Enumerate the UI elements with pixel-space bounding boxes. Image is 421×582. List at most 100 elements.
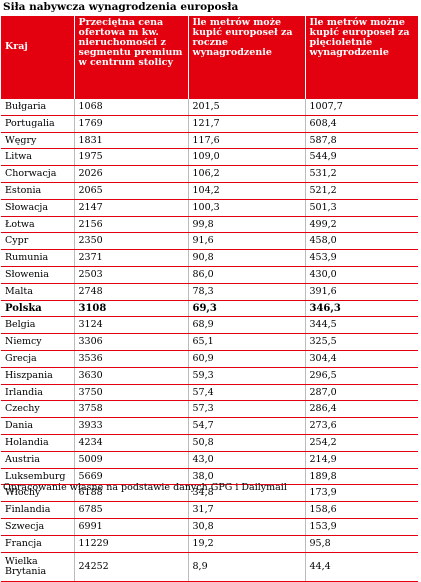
cell-annual-meters: 117,6 [188,132,306,150]
cell-country: Grecja [1,350,75,368]
cell-price: 3124 [74,316,189,335]
cell-five-year-meters: 346,3 [305,300,418,318]
cell-country: Słowenia [1,266,75,284]
cell-annual-meters: 31,7 [188,501,306,519]
table-row: Cypr 2350 91,6 458,0 [1,232,418,251]
cell-country: Niemcy [1,333,75,351]
cell-five-year-meters: 44,4 [305,552,418,582]
cell-country: Chorwacja [1,165,75,183]
table-row: Litwa 1975 109,0 544,9 [1,148,418,167]
table-row: Czechy 3758 57,3 286,4 [1,400,418,419]
table-header: Kraj Przeciętna cena ofertowa m kw. nier… [1,16,418,99]
cell-price: 2026 [74,165,189,183]
cell-price: 2065 [74,182,189,200]
cell-annual-meters: 19,2 [188,535,306,553]
table-row: Austria 5009 43,0 214,9 [1,451,418,469]
cell-annual-meters: 99,8 [188,216,306,234]
cell-five-year-meters: 453,9 [305,249,418,267]
cell-five-year-meters: 521,2 [305,182,418,200]
cell-annual-meters: 86,0 [188,266,306,284]
cell-five-year-meters: 430,0 [305,266,418,284]
cell-five-year-meters: 391,6 [305,283,418,301]
header-country: Kraj [1,16,75,99]
source-note: Opracowanie własne na podstawie danych G… [3,482,287,493]
cell-price: 2503 [74,266,189,284]
cell-five-year-meters: 304,4 [305,350,418,368]
cell-price: 11229 [74,535,189,553]
cell-five-year-meters: 173,9 [305,484,418,503]
cell-five-year-meters: 287,0 [305,384,418,402]
cell-five-year-meters: 1007,7 [305,99,418,116]
cell-annual-meters: 68,9 [188,316,306,335]
cell-annual-meters: 8,9 [188,552,306,582]
cell-country: Łotwa [1,216,75,234]
cell-five-year-meters: 325,5 [305,333,418,351]
cell-annual-meters: 100,3 [188,199,306,217]
table-row: Dania 3933 54,7 273,6 [1,417,418,435]
cell-country: Belgia [1,316,75,335]
cell-five-year-meters: 587,8 [305,132,418,150]
cell-price: 1769 [74,115,189,133]
table-row: Estonia 2065 104,2 521,2 [1,182,418,200]
cell-five-year-meters: 95,8 [305,535,418,553]
cell-price: 2371 [74,249,189,267]
cell-price: 1975 [74,148,189,167]
cell-annual-meters: 30,8 [188,518,306,536]
header-annual-meters: Ile metrów może kupić europoseł za roczn… [188,16,306,99]
cell-price: 4234 [74,434,189,452]
cell-country: Wielka Brytania [1,552,75,582]
table-title: Siła nabywcza wynagrodzenia europosła [3,1,239,13]
table-row: Hiszpania 3630 59,3 296,5 [1,367,418,385]
cell-price: 6991 [74,518,189,536]
cell-five-year-meters: 501,3 [305,199,418,217]
table-row: Słowenia 2503 86,0 430,0 [1,266,418,284]
cell-country: Austria [1,451,75,469]
cell-price: 5009 [74,451,189,469]
table-row: Holandia 4234 50,8 254,2 [1,434,418,452]
cell-annual-meters: 60,9 [188,350,306,368]
cell-five-year-meters: 531,2 [305,165,418,183]
cell-price: 3933 [74,417,189,435]
cell-price: 3750 [74,384,189,402]
cell-price: 6785 [74,501,189,519]
cell-five-year-meters: 254,2 [305,434,418,452]
cell-annual-meters: 201,5 [188,99,306,116]
cell-price: 3758 [74,400,189,419]
cell-five-year-meters: 544,9 [305,148,418,167]
cell-annual-meters: 50,8 [188,434,306,452]
cell-price: 5669 [74,468,189,486]
cell-country: Węgry [1,132,75,150]
cell-annual-meters: 65,1 [188,333,306,351]
cell-country: Słowacja [1,199,75,217]
cell-five-year-meters: 499,2 [305,216,418,234]
cell-country: Bułgaria [1,99,75,116]
cell-five-year-meters: 458,0 [305,232,418,251]
cell-price: 1068 [74,99,189,116]
cell-price: 3536 [74,350,189,368]
table-row: Finlandia 6785 31,7 158,6 [1,501,418,519]
cell-price: 3108 [74,300,189,318]
cell-price: 3306 [74,333,189,351]
table-row: Niemcy 3306 65,1 325,5 [1,333,418,351]
header-row: Kraj Przeciętna cena ofertowa m kw. nier… [1,16,418,99]
table-row: Węgry 1831 117,6 587,8 [1,132,418,150]
cell-five-year-meters: 286,4 [305,400,418,419]
header-price: Przeciętna cena ofertowa m kw. nieruchom… [74,16,189,99]
cell-annual-meters: 69,3 [188,300,306,318]
cell-price: 24252 [74,552,189,582]
table-row: Chorwacja 2026 106,2 531,2 [1,165,418,183]
cell-annual-meters: 78,3 [188,283,306,301]
cell-five-year-meters: 344,5 [305,316,418,335]
cell-five-year-meters: 608,4 [305,115,418,133]
cell-annual-meters: 109,0 [188,148,306,167]
cell-price: 1831 [74,132,189,150]
cell-price: 2350 [74,232,189,251]
table-row: Łotwa 2156 99,8 499,2 [1,216,418,234]
cell-annual-meters: 121,7 [188,115,306,133]
cell-price: 2147 [74,199,189,217]
table-row: Polska 3108 69,3 346,3 [1,300,418,318]
cell-five-year-meters: 189,8 [305,468,418,486]
table-row: Słowacja 2147 100,3 501,3 [1,199,418,217]
cell-country: Litwa [1,148,75,167]
